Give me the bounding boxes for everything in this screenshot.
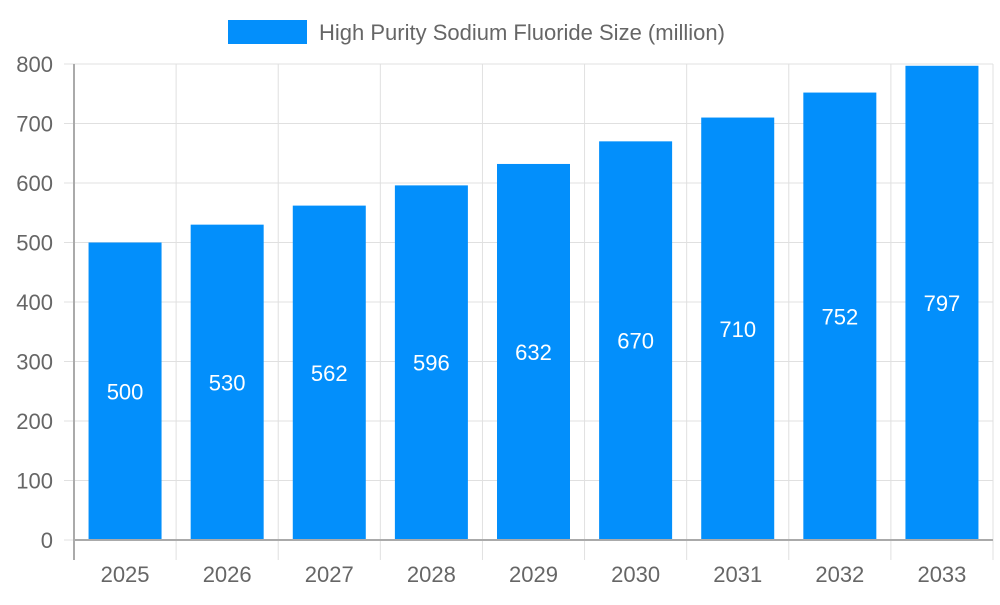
- y-tick-label: 500: [16, 231, 53, 256]
- y-tick-label: 800: [16, 52, 53, 77]
- data-label: 752: [821, 304, 858, 329]
- y-tick-label: 100: [16, 469, 53, 494]
- bar: [190, 224, 264, 540]
- bar: [905, 65, 979, 540]
- y-tick-label: 700: [16, 112, 53, 137]
- data-label: 530: [209, 370, 246, 395]
- data-label: 797: [924, 291, 961, 316]
- legend: High Purity Sodium Fluoride Size (millio…: [228, 20, 725, 45]
- bar: [803, 92, 877, 540]
- x-tick-label: 2032: [815, 562, 864, 587]
- bar: [88, 242, 162, 540]
- legend-swatch: [228, 20, 307, 44]
- bar: [394, 185, 468, 540]
- y-tick-label: 600: [16, 171, 53, 196]
- bar: [599, 141, 673, 540]
- y-tick-label: 0: [41, 528, 53, 553]
- x-tick-label: 2026: [203, 562, 252, 587]
- data-label: 710: [719, 317, 756, 342]
- y-tick-label: 300: [16, 350, 53, 375]
- x-tick-label: 2031: [713, 562, 762, 587]
- x-tick-label: 2027: [305, 562, 354, 587]
- x-tick-label: 2029: [509, 562, 558, 587]
- data-label: 632: [515, 340, 552, 365]
- data-label: 670: [617, 329, 654, 354]
- x-tick-label: 2025: [101, 562, 150, 587]
- legend-label: High Purity Sodium Fluoride Size (millio…: [319, 20, 725, 45]
- axes: 0 100 200 300 400 500 600 700 800 2025 2026 2027 202…: [16, 52, 993, 587]
- x-tick-label: 2030: [611, 562, 660, 587]
- data-label: 596: [413, 351, 450, 376]
- data-label: 562: [311, 361, 348, 386]
- bar: [292, 205, 366, 541]
- y-tick-label: 200: [16, 409, 53, 434]
- bar: [701, 117, 775, 541]
- y-tick-label: 400: [16, 290, 53, 315]
- bars: 500 530 562 596 632 670 710 752 797: [88, 65, 979, 541]
- x-tick-label: 2033: [917, 562, 966, 587]
- bar: [497, 163, 570, 540]
- x-tick-label: 2028: [407, 562, 456, 587]
- data-label: 500: [107, 379, 144, 404]
